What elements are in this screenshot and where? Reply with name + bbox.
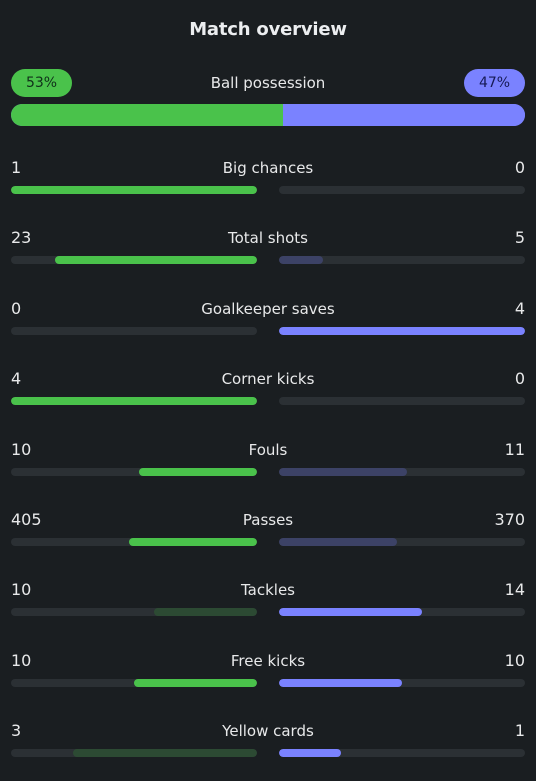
stat-home-value: 3 xyxy=(11,721,22,740)
stat-away-value: 14 xyxy=(504,580,525,599)
stat-home-value: 23 xyxy=(11,228,32,247)
stat-row: Big chances 1 0 xyxy=(11,158,525,198)
stat-label: Free kicks xyxy=(230,652,306,670)
stat-away-value: 1 xyxy=(514,721,525,740)
stat-label: Corner kicks xyxy=(221,370,315,388)
stat-home-bar-fill xyxy=(138,468,257,476)
possession-bar xyxy=(11,104,525,126)
stat-row: Goalkeeper saves 0 4 xyxy=(11,299,525,339)
stat-home-bar xyxy=(11,256,257,264)
stat-row: Passes 405 370 xyxy=(11,510,525,550)
stat-away-bar-fill xyxy=(279,538,398,546)
home-possession-badge: 53% xyxy=(11,69,72,97)
stat-away-bar xyxy=(279,538,525,546)
stat-away-bar-fill xyxy=(279,679,402,687)
stat-home-bar-fill xyxy=(11,186,257,194)
possession-bar-home xyxy=(11,104,284,126)
stat-home-bar xyxy=(11,327,257,335)
stat-away-value: 10 xyxy=(504,651,525,670)
stat-away-bar-fill xyxy=(279,468,407,476)
stat-away-bar xyxy=(279,749,525,757)
stat-home-bar xyxy=(11,397,257,405)
page-title: Match overview xyxy=(189,19,347,40)
stat-home-bar xyxy=(11,749,257,757)
stat-away-value: 4 xyxy=(514,299,525,318)
possession-label: Ball possession xyxy=(210,74,326,92)
stat-home-bar xyxy=(11,679,257,687)
stat-row: Free kicks 10 10 xyxy=(11,651,525,691)
stat-label: Fouls xyxy=(248,441,288,459)
stat-away-value: 11 xyxy=(504,440,525,459)
stat-home-bar-fill xyxy=(55,256,257,264)
stat-away-bar xyxy=(279,186,525,194)
stat-away-bar xyxy=(279,327,525,335)
stat-away-bar xyxy=(279,397,525,405)
stat-away-value: 0 xyxy=(514,158,525,177)
stat-home-value: 10 xyxy=(11,651,32,670)
stat-home-bar-fill xyxy=(153,608,257,616)
stat-home-value: 10 xyxy=(11,580,32,599)
stat-away-value: 370 xyxy=(494,510,525,529)
stat-away-bar xyxy=(279,468,525,476)
stat-home-bar-fill xyxy=(11,397,257,405)
stat-home-value: 0 xyxy=(11,299,22,318)
possession-header: 53% Ball possession 47% xyxy=(11,69,525,97)
stat-home-bar xyxy=(11,538,257,546)
stat-home-value: 10 xyxy=(11,440,32,459)
stat-away-bar xyxy=(279,608,525,616)
stat-label: Goalkeeper saves xyxy=(201,300,335,318)
stat-label: Big chances xyxy=(222,159,314,177)
stat-away-bar-fill xyxy=(279,327,525,335)
stat-away-bar-fill xyxy=(279,749,341,757)
stat-away-bar xyxy=(279,256,525,264)
stat-label: Total shots xyxy=(228,229,308,247)
stat-home-bar-fill xyxy=(134,679,257,687)
stat-row: Tackles 10 14 xyxy=(11,580,525,620)
stat-label: Tackles xyxy=(240,581,296,599)
stat-home-value: 405 xyxy=(11,510,42,529)
stat-home-bar-fill xyxy=(72,749,257,757)
stat-home-bar xyxy=(11,186,257,194)
stat-home-bar xyxy=(11,608,257,616)
stat-away-value: 0 xyxy=(514,369,525,388)
stat-away-bar-fill xyxy=(279,608,422,616)
stat-home-value: 4 xyxy=(11,369,22,388)
stat-away-bar xyxy=(279,679,525,687)
stat-row: Total shots 23 5 xyxy=(11,228,525,268)
away-possession-badge: 47% xyxy=(464,69,525,97)
stat-row: Yellow cards 3 1 xyxy=(11,721,525,761)
stat-label: Yellow cards xyxy=(222,722,314,740)
stat-home-value: 1 xyxy=(11,158,22,177)
stat-row: Corner kicks 4 0 xyxy=(11,369,525,409)
stat-home-bar xyxy=(11,468,257,476)
stat-row: Fouls 10 11 xyxy=(11,440,525,480)
stat-label: Passes xyxy=(242,511,294,529)
stat-away-value: 5 xyxy=(514,228,525,247)
stat-away-bar-fill xyxy=(279,256,324,264)
stat-home-bar-fill xyxy=(129,538,257,546)
possession-bar-away xyxy=(283,104,525,126)
